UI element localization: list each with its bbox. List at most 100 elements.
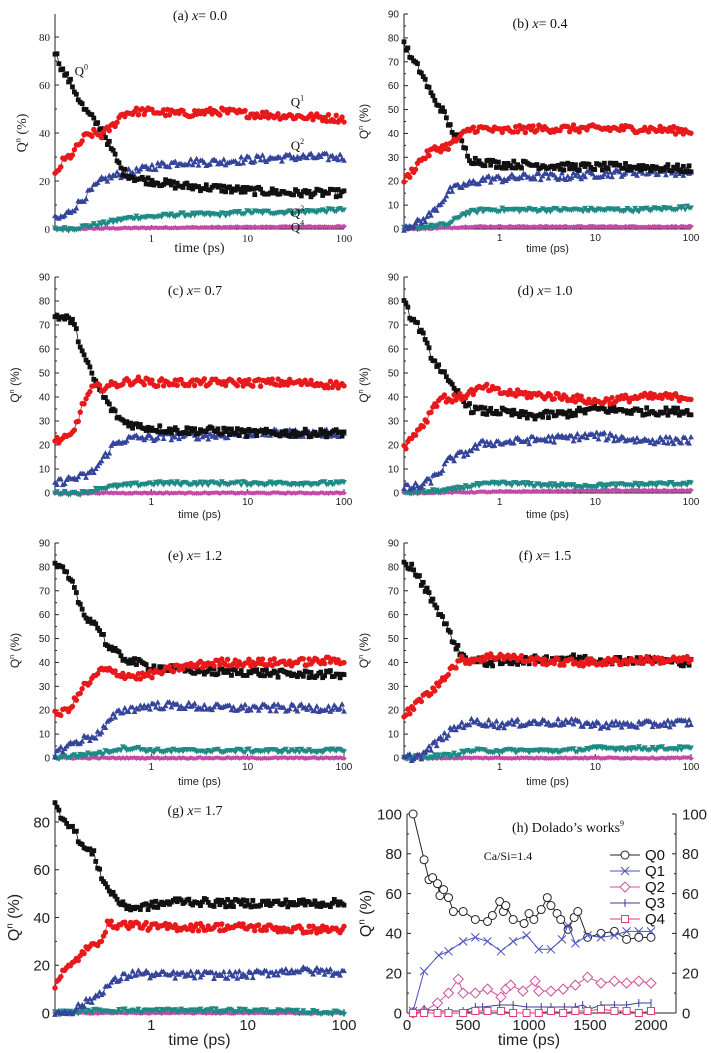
data-point-Q0: [85, 360, 91, 365]
data-point-Q1: [79, 138, 85, 144]
data-point-Q0: [209, 671, 215, 677]
data-point-Q2: [257, 156, 264, 163]
data-point-Q0: [104, 142, 110, 147]
data-point-Q0: [316, 432, 322, 438]
panel-title-value: = 0.7: [193, 284, 222, 299]
data-point-Q0: [174, 427, 180, 433]
data-point-Q2: [412, 219, 419, 226]
data-point-Q0: [60, 66, 66, 72]
data-point-Q0: [211, 666, 217, 672]
data-point-Q0: [221, 183, 227, 189]
data-point-Q0: [221, 425, 227, 431]
data-point-Q0: [409, 561, 415, 567]
data-point-Q0: [538, 411, 544, 417]
data-point-Q0: [101, 632, 106, 637]
data-point-Q2: [147, 166, 153, 172]
series-Q4: [401, 223, 694, 232]
data-point-Q0: [661, 167, 667, 173]
data-point-Q2: [108, 175, 115, 181]
series-label-Q4: Q4: [291, 218, 304, 234]
data-point-Q0: [252, 192, 258, 198]
data-point-Q0: [438, 108, 443, 114]
data-point-Q2: [655, 438, 662, 445]
data-point-Q0: [137, 422, 143, 427]
data-point-Q1: [112, 668, 118, 674]
data-point-Q2: [145, 702, 152, 708]
data-point-Q2: [661, 439, 667, 445]
data-point-Q2: [273, 708, 280, 714]
x-tick-label: 100: [336, 762, 353, 773]
data-point-Q0: [236, 186, 242, 192]
x-tick-label: 100: [336, 497, 353, 508]
data-point-Q0: [161, 181, 167, 187]
data-point-Q0: [238, 189, 244, 195]
y-axis-label-unit: (%): [357, 633, 371, 655]
data-point-Q2: [557, 175, 563, 181]
data-point-Q2: [255, 153, 262, 160]
y-tick-label: 20: [388, 706, 400, 717]
data-point-Q0: [79, 348, 85, 354]
data-point-Q3: [456, 752, 463, 758]
data-point-Q0: [669, 409, 675, 415]
data-point-Q0: [295, 674, 300, 680]
data-point-Q0: [99, 126, 104, 132]
y-tick-label: 70: [388, 586, 400, 597]
data-point-Q0: [440, 614, 445, 619]
data-point-Q1: [269, 376, 275, 382]
data-point-Q0: [636, 163, 642, 168]
data-point-Q2: [166, 698, 173, 705]
data-point-Q0: [320, 193, 326, 198]
data-point-Q0: [168, 182, 174, 188]
data-point-Q0: [492, 159, 497, 164]
data-point-Q0: [678, 169, 684, 175]
data-point-Q2: [172, 158, 179, 164]
data-point-Q0: [68, 320, 73, 326]
y-tick-label: 0: [42, 1005, 50, 1022]
data-point-Q0: [304, 430, 310, 436]
data-point-Q2: [106, 450, 113, 456]
data-point-Q2: [147, 706, 153, 712]
panel-title: (c) x= 0.7: [168, 284, 222, 299]
data-point-Q0: [447, 122, 453, 127]
data-point-Q0: [592, 167, 598, 172]
data-point-Q0: [269, 186, 275, 192]
data-point-Q2: [160, 705, 167, 712]
y-tick-label: 40: [388, 393, 400, 404]
series-label-sup: 4: [300, 218, 304, 227]
data-point-Q0: [490, 663, 496, 669]
data-point-Q3: [133, 480, 140, 486]
data-point-Q1: [321, 660, 328, 667]
data-point-Q0: [170, 179, 176, 185]
data-point-Q2: [663, 171, 669, 178]
data-point-Q0: [565, 160, 571, 166]
data-point-Q0: [686, 163, 692, 169]
data-point-Q1: [114, 119, 120, 126]
data-point-Q0: [428, 90, 434, 96]
y-tick-label: 20: [33, 958, 50, 975]
data-point-Q1: [106, 127, 113, 134]
data-point-Q2: [564, 435, 571, 441]
data-point-Q2: [59, 748, 66, 755]
panel-title-prefix: (b): [513, 17, 533, 32]
y-axis-label-sup: n: [13, 137, 22, 142]
data-point-Q0: [244, 434, 250, 439]
y-axis-label-q: Q: [357, 659, 371, 668]
data-point-Q0: [165, 429, 170, 434]
data-point-Q0: [519, 165, 524, 171]
series-Q1: [52, 654, 347, 719]
panel-title: (f) x= 1.5: [519, 549, 572, 564]
series-Q4: [52, 223, 347, 232]
data-point-Q2: [426, 476, 432, 482]
data-point-Q1: [470, 124, 477, 130]
data-point-Q0: [101, 132, 106, 138]
data-point-Q2: [458, 719, 465, 725]
data-point-Q0: [196, 184, 201, 189]
data-point-Q1: [308, 111, 314, 117]
data-point-Q1: [401, 179, 407, 185]
data-point-Q0: [318, 188, 324, 193]
data-point-Q2: [90, 469, 97, 475]
data-point-Q0: [95, 120, 101, 126]
data-point-Q1: [541, 656, 548, 662]
y-tick-label: 20: [39, 706, 51, 717]
data-point-Q2: [87, 737, 93, 743]
